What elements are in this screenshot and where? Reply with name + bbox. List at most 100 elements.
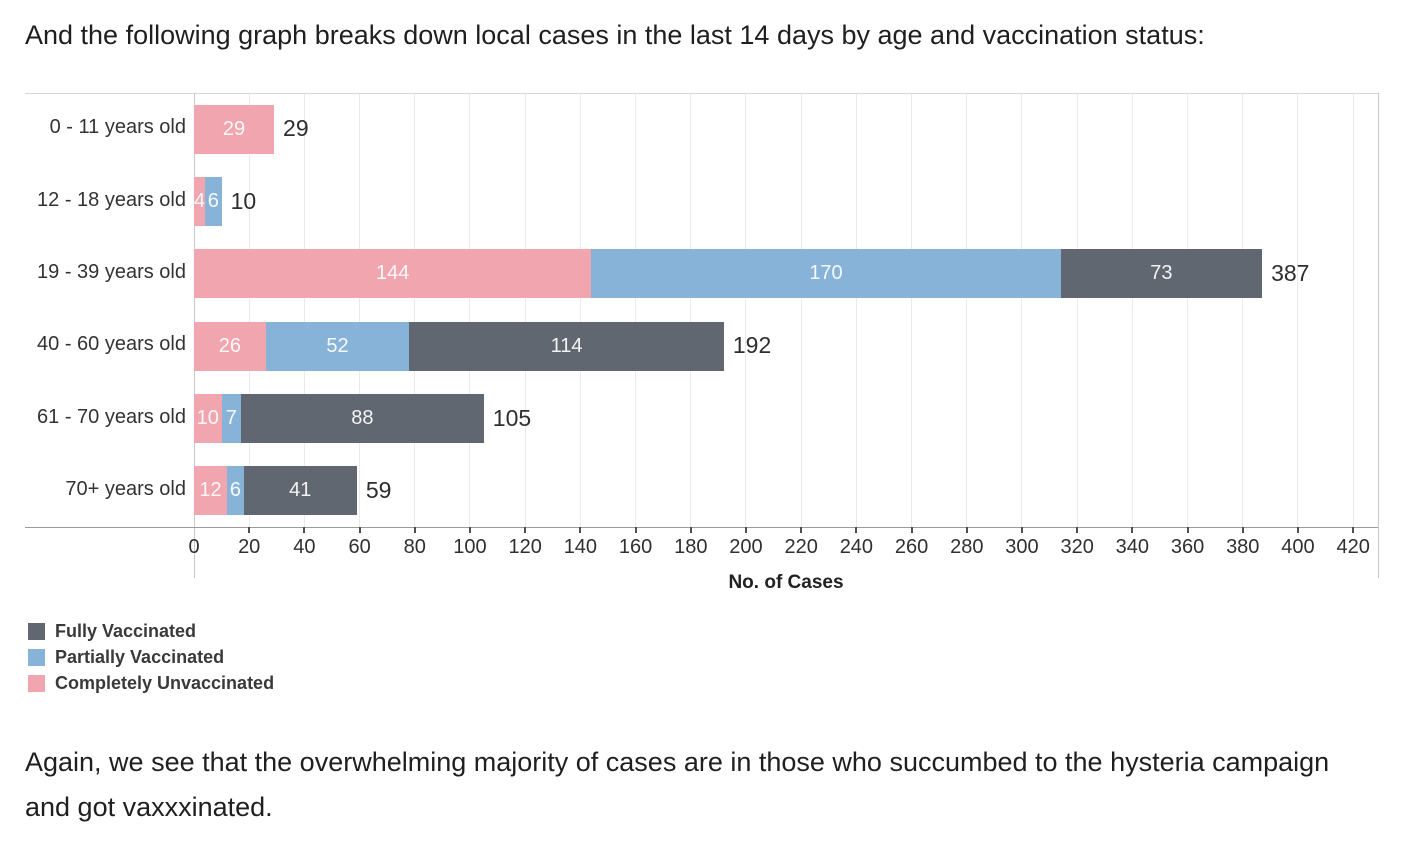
x-axis-tick-label: 260 <box>894 536 929 558</box>
gridline <box>911 93 913 527</box>
x-axis-tick <box>413 527 416 533</box>
x-axis-tick <box>1296 527 1299 533</box>
bar-segment: 52 <box>265 321 410 371</box>
gridline <box>579 93 581 527</box>
x-axis-tick <box>800 527 803 533</box>
intro-paragraph: And the following graph breaks down loca… <box>25 20 1205 50</box>
plot-top-border <box>25 93 1378 94</box>
gridline <box>359 93 361 527</box>
x-axis-tick-label: 120 <box>508 536 542 558</box>
x-axis-tick-label: 280 <box>950 536 984 558</box>
x-axis-title: No. of Cases <box>728 572 844 593</box>
x-axis-tick-label: 140 <box>563 536 598 558</box>
bar-total-value: 192 <box>732 332 772 359</box>
x-axis-tick <box>910 527 913 533</box>
x-axis-tick-label: 320 <box>1060 536 1094 558</box>
x-axis-tick <box>965 527 968 533</box>
x-axis-tick <box>689 527 692 533</box>
legend-label: Fully Vaccinated <box>55 620 197 641</box>
x-axis-tick <box>524 527 527 533</box>
category-label: 19 - 39 years old <box>37 260 186 283</box>
x-axis-tick-label: 80 <box>403 536 426 558</box>
x-axis-tick-label: 220 <box>784 536 818 558</box>
x-axis-tick <box>1186 527 1189 533</box>
bar-segment-value: 6 <box>229 479 241 502</box>
gridline <box>469 93 471 527</box>
x-axis-tick-label: 160 <box>618 536 653 558</box>
x-axis-tick-label: 20 <box>238 536 261 558</box>
legend-label: Completely Unvaccinated <box>55 672 275 693</box>
x-axis-line <box>25 527 1378 528</box>
gridline <box>745 93 747 527</box>
x-axis-tick <box>1352 527 1355 533</box>
bar-segment-value: 114 <box>550 334 583 357</box>
bar-segment: 114 <box>409 321 724 371</box>
category-label: 40 - 60 years old <box>37 333 186 356</box>
x-axis-tick-label: 100 <box>453 536 487 558</box>
bar-segment: 26 <box>194 321 266 371</box>
x-axis-tick-label: 300 <box>1005 536 1039 558</box>
bar-segment-value: 41 <box>289 479 312 502</box>
gridline <box>800 93 802 527</box>
x-axis-tick-label: 0 <box>188 536 200 558</box>
bar-segment: 12 <box>194 466 228 516</box>
x-axis-tick <box>468 527 471 533</box>
bar-segment-value: 170 <box>809 262 843 285</box>
bar-total-value: 105 <box>492 404 532 431</box>
x-axis-tick-label: 420 <box>1336 536 1370 558</box>
bar-segment-value: 4 <box>193 190 206 212</box>
x-axis-tick <box>1131 527 1134 533</box>
gridline <box>855 93 857 527</box>
bar-segment: 4 <box>194 177 205 226</box>
x-axis-tick <box>303 527 306 533</box>
gridline <box>1021 93 1023 527</box>
bar-total-value: 387 <box>1271 259 1310 286</box>
gridline <box>303 93 305 527</box>
bar-segment-value: 10 <box>196 407 219 429</box>
bar-segment-value: 7 <box>225 407 237 429</box>
x-axis-tick-label: 240 <box>839 536 874 558</box>
legend-swatch <box>28 648 45 666</box>
x-axis-tick <box>1020 527 1023 533</box>
legend-label: Partially Vaccinated <box>55 646 225 667</box>
bar-segment-value: 52 <box>326 334 349 357</box>
bar-segment: 73 <box>1060 249 1263 299</box>
x-axis-tick-label: 340 <box>1115 536 1150 558</box>
bar-segment: 170 <box>591 249 1061 299</box>
gridline <box>524 93 526 527</box>
x-axis-tick <box>579 527 582 533</box>
bar-total-value: 29 <box>283 115 309 142</box>
x-axis-tick-label: 60 <box>348 536 371 558</box>
bar-segment: 41 <box>243 466 357 516</box>
outro-paragraph: Again, we see that the overwhelming majo… <box>25 747 1330 822</box>
x-axis-tick-label: 360 <box>1170 536 1205 558</box>
x-axis-tick <box>855 527 858 533</box>
x-axis-tick-label: 380 <box>1226 536 1260 558</box>
x-axis-tick <box>634 527 637 533</box>
x-axis-tick <box>248 527 251 533</box>
gridline <box>1187 93 1189 527</box>
bar-segment: 88 <box>240 394 484 443</box>
gridline <box>690 93 692 527</box>
bar-segment: 29 <box>194 104 275 154</box>
bar-segment: 7 <box>221 394 241 443</box>
x-axis-tick <box>1241 527 1244 533</box>
gridline <box>414 93 416 527</box>
bar-segment: 144 <box>194 249 592 299</box>
bar-segment-value: 73 <box>1150 262 1173 285</box>
gridline <box>1352 93 1354 527</box>
legend-item: Fully Vaccinated <box>28 621 196 641</box>
cases-by-age-vaccination-chart: No. of Cases Fully Vaccinated Partially V… <box>25 93 1379 693</box>
category-label: 0 - 11 years old <box>49 116 186 139</box>
bar-segment-value: 144 <box>376 262 410 285</box>
bar-segment: 6 <box>205 177 222 226</box>
legend-swatch <box>28 622 45 640</box>
category-label: 70+ years old <box>65 477 186 500</box>
x-axis-tick-label: 40 <box>293 536 316 558</box>
gridline <box>248 93 250 527</box>
bar-segment-value: 29 <box>222 117 246 140</box>
x-axis-tick <box>1076 527 1079 533</box>
gridline <box>1242 93 1244 527</box>
gridline <box>966 93 968 527</box>
